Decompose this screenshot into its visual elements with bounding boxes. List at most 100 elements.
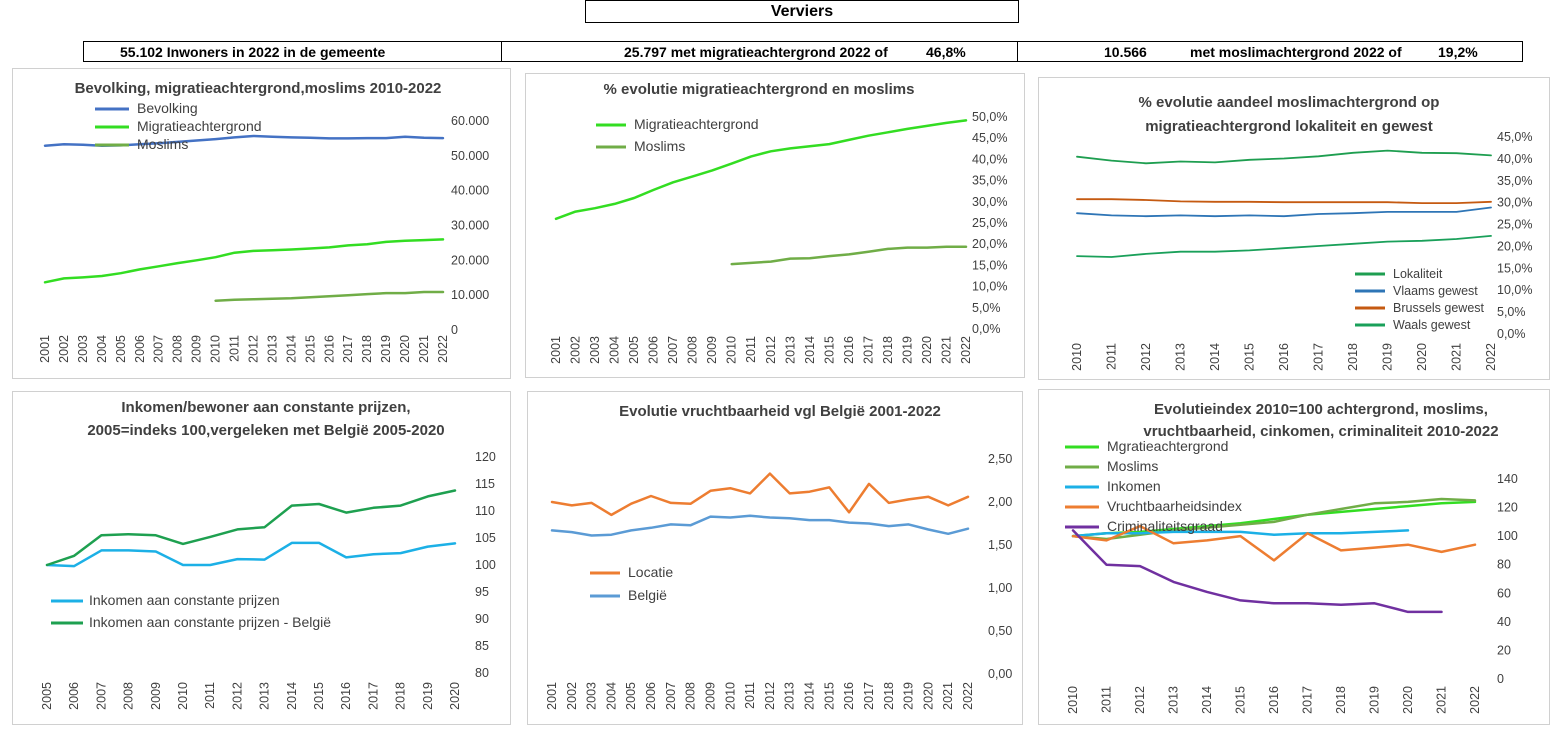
evolutieindex-series-line-3	[1071, 524, 1477, 562]
bevolking-x-tick-label: 2008	[171, 335, 185, 363]
stat-moslims: 10.566	[1104, 43, 1147, 60]
evolutieindex-x-tick-label: 2014	[1200, 686, 1214, 714]
bevolking-x-tick-label: 2014	[284, 335, 298, 363]
aandeel-moslim-y-tick-label: 0,0%	[1497, 327, 1526, 341]
aandeel-moslim-y-tick-label: 10,0%	[1497, 283, 1532, 297]
evolutieindex-x-tick-label: 2012	[1133, 686, 1147, 714]
vruchtbaarheid-x-tick-label: 2017	[862, 682, 876, 710]
inkomen-x-tick-label: 2016	[339, 682, 353, 710]
bevolking-x-tick-label: 2022	[436, 335, 450, 363]
evolutie-migratie-y-tick-label: 10,0%	[972, 280, 1007, 294]
bevolking-y-tick-label: 10.000	[451, 288, 489, 302]
evolutie-migratie-y-tick-label: 15,0%	[972, 258, 1007, 272]
evolutie-migratie-x-tick-label: 2019	[900, 336, 914, 364]
chart-aandeel-moslim: % evolutie aandeel moslimachtergrond op m…	[1070, 94, 1532, 371]
inkomen-legend-label: Inkomen aan constante prijzen	[89, 592, 280, 608]
evolutie-migratie-x-tick-label: 2006	[647, 336, 661, 364]
bevolking-x-tick-label: 2007	[152, 335, 166, 363]
evolutie-migratie-x-tick-label: 2010	[725, 336, 739, 364]
inkomen-x-tick-label: 2014	[285, 682, 299, 710]
evolutie-migratie-series-line-1	[730, 245, 968, 266]
bevolking-x-tick-label: 2016	[322, 335, 336, 363]
inkomen-y-tick-label: 80	[475, 666, 489, 680]
aandeel-moslim-title-line: % evolutie aandeel moslimachtergrond op	[1139, 94, 1440, 111]
aandeel-moslim-x-tick-label: 2017	[1312, 343, 1326, 371]
bevolking-x-tick-label: 2011	[228, 335, 242, 362]
vruchtbaarheid-legend-label: België	[628, 587, 667, 603]
evolutieindex-x-tick-label: 2015	[1234, 686, 1248, 714]
chart-inkomen: Inkomen/bewoner aan constante prijzen, 20…	[40, 399, 496, 710]
bevolking-y-tick-label: 0	[451, 323, 458, 337]
bevolking-x-tick-label: 2013	[265, 335, 279, 363]
aandeel-moslim-x-tick-label: 2016	[1277, 343, 1291, 371]
evolutie-migratie-x-tick-label: 2007	[666, 336, 680, 364]
aandeel-moslim-x-tick-label: 2022	[1484, 343, 1498, 371]
inkomen-title-line: Inkomen/bewoner aan constante prijzen,	[121, 399, 410, 416]
inkomen-x-tick-label: 2013	[258, 682, 272, 710]
inkomen-legend-label: Inkomen aan constante prijzen - België	[89, 614, 331, 630]
vruchtbaarheid-x-tick-label: 2019	[902, 682, 916, 710]
evolutie-migratie-series-line-0	[554, 119, 968, 221]
bevolking-y-tick-label: 50.000	[451, 149, 489, 163]
inkomen-x-tick-label: 2020	[448, 682, 462, 710]
vruchtbaarheid-y-tick-label: 0,00	[988, 667, 1012, 681]
bevolking-x-tick-label: 2018	[360, 335, 374, 363]
aandeel-moslim-x-tick-label: 2014	[1208, 343, 1222, 371]
aandeel-moslim-series-line-0	[1076, 149, 1492, 165]
evolutieindex-legend-label: Criminaliteitsgraad	[1107, 518, 1223, 534]
evolutieindex-y-tick-label: 140	[1497, 472, 1518, 486]
vruchtbaarheid-x-tick-label: 2002	[565, 682, 579, 710]
bevolking-x-tick-label: 2020	[398, 335, 412, 363]
evolutie-migratie-y-tick-label: 30,0%	[972, 195, 1007, 209]
stat-moslims-label: met moslimachtergrond 2022 of	[1190, 43, 1402, 60]
aandeel-moslim-y-tick-label: 35,0%	[1497, 174, 1532, 188]
evolutieindex-series-line-2	[1071, 529, 1410, 538]
inkomen-y-tick-label: 120	[475, 450, 496, 464]
bevolking-x-tick-label: 2006	[133, 335, 147, 363]
evolutieindex-y-tick-label: 120	[1497, 501, 1518, 515]
bevolking-legend-label: Migratieachtergrond	[137, 118, 262, 134]
inkomen-y-tick-label: 85	[475, 639, 489, 653]
bevolking-title-line: Bevolking, migratieachtergrond,moslims 2…	[75, 80, 442, 97]
evolutieindex-x-tick-label: 2019	[1368, 686, 1382, 714]
evolutie-migratie-legend-label: Moslims	[634, 138, 685, 154]
evolutieindex-x-tick-label: 2021	[1435, 686, 1449, 714]
evolutie-migratie-title-line: % evolutie migratieachtergrond en moslim…	[604, 81, 915, 98]
inkomen-x-tick-label: 2009	[149, 682, 163, 710]
vruchtbaarheid-x-tick-label: 2012	[763, 682, 777, 710]
inkomen-series-line-0	[45, 541, 457, 568]
evolutie-migratie-x-tick-label: 2008	[686, 336, 700, 364]
aandeel-moslim-x-tick-label: 2019	[1381, 343, 1395, 371]
inkomen-y-tick-label: 100	[475, 558, 496, 572]
vruchtbaarheid-x-tick-label: 2001	[545, 682, 559, 710]
evolutieindex-y-tick-label: 20	[1497, 643, 1511, 657]
evolutieindex-series-line-4	[1071, 529, 1443, 614]
aandeel-moslim-y-tick-label: 15,0%	[1497, 261, 1532, 275]
evolutieindex-series-line-0	[1071, 500, 1477, 538]
evolutie-migratie-y-tick-label: 5,0%	[972, 301, 1001, 315]
aandeel-moslim-title-line: migratieachtergrond lokaliteit en gewest	[1145, 118, 1433, 135]
evolutie-migratie-x-tick-label: 2022	[959, 336, 973, 364]
inkomen-y-tick-label: 110	[475, 504, 495, 518]
evolutieindex-x-tick-label: 2010	[1066, 686, 1080, 714]
bevolking-y-tick-label: 60.000	[451, 114, 489, 128]
chart-vruchtbaarheid: Evolutie vruchtbaarheid vgl België 2001-…	[545, 403, 1012, 710]
chart-panel-aandeel-moslim: % evolutie aandeel moslimachtergrond op m…	[1038, 77, 1550, 380]
bevolking-x-tick-label: 2004	[95, 335, 109, 363]
vruchtbaarheid-y-tick-label: 2,50	[988, 452, 1012, 466]
vruchtbaarheid-x-tick-label: 2021	[941, 682, 955, 710]
bevolking-legend-label: Moslims	[137, 136, 188, 152]
evolutieindex-y-tick-label: 80	[1497, 558, 1511, 572]
stat-moslims-pct: 19,2%	[1438, 43, 1478, 60]
inkomen-x-tick-label: 2017	[366, 682, 380, 710]
inkomen-title-line: 2005=indeks 100,vergeleken met België 20…	[87, 422, 444, 439]
vruchtbaarheid-x-tick-label: 2009	[703, 682, 717, 710]
inkomen-y-tick-label: 95	[475, 585, 489, 599]
vruchtbaarheid-y-tick-label: 1,50	[988, 538, 1012, 552]
vruchtbaarheid-x-tick-label: 2018	[882, 682, 896, 710]
evolutie-migratie-x-tick-label: 2021	[939, 336, 953, 364]
evolutie-migratie-x-tick-label: 2017	[861, 336, 875, 364]
evolutie-migratie-x-tick-label: 2005	[627, 336, 641, 364]
evolutie-migratie-x-tick-label: 2001	[549, 336, 563, 364]
bevolking-legend-label: Bevolking	[137, 100, 198, 116]
